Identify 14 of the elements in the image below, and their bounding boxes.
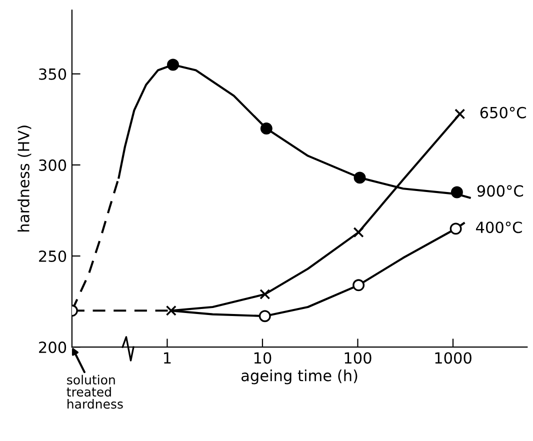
x-tick-label: 100 — [344, 352, 372, 364]
series-label: 900°C — [477, 185, 524, 197]
y-axis-title: hardness (HV) — [18, 126, 32, 232]
x-axis-title: ageing time (h) — [242, 369, 358, 384]
x-tick-label: 10 — [254, 352, 272, 364]
text: solution treated hardness — [66, 374, 123, 409]
y-tick-label: 350 — [39, 68, 66, 80]
series-label: 650°C — [480, 106, 526, 118]
x-tick-label: 1000 — [435, 352, 472, 364]
x-tick-label: 1 — [164, 352, 171, 364]
y-tick-label: 250 — [39, 250, 66, 262]
y-tick-label: 300 — [39, 159, 66, 171]
series-label: 400°C — [476, 222, 522, 234]
y-tick-label: 200 — [39, 342, 66, 354]
